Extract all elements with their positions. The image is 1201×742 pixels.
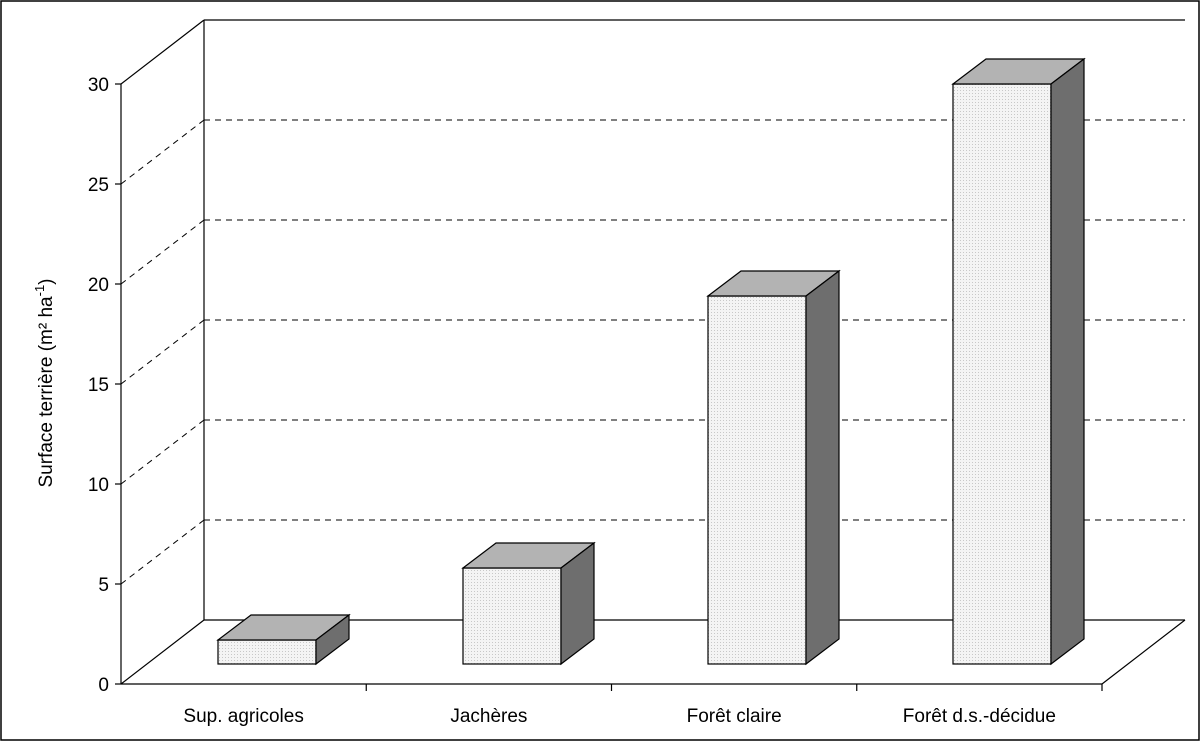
y-tick-label: 30 xyxy=(88,75,109,96)
y-axis-ticks: 0 5 10 15 20 25 30 xyxy=(88,75,121,696)
x-axis-labels: Sup. agricoles Jachères Forêt claire Forêt … xyxy=(183,684,1103,727)
bar xyxy=(951,57,1086,666)
x-category-label: Forêt d.s.-décidue xyxy=(903,706,1056,727)
bar-side xyxy=(805,269,840,666)
y-tick-label: 5 xyxy=(98,575,109,596)
bars xyxy=(216,57,1086,666)
y-axis-title: Surface terrière (m² ha-1) xyxy=(32,278,57,487)
bar-front xyxy=(952,83,1052,665)
bar-side xyxy=(1050,57,1085,666)
bar xyxy=(216,613,351,666)
y-tick-label: 25 xyxy=(88,175,109,196)
x-category-label: Sup. agricoles xyxy=(183,706,303,727)
x-category-label: Jachères xyxy=(450,706,527,727)
bar-front xyxy=(462,567,562,665)
bar-side xyxy=(315,613,350,666)
bar-front xyxy=(707,295,807,665)
y-axis-top-edge xyxy=(120,19,205,85)
bar xyxy=(461,541,596,666)
y-tick-label: 20 xyxy=(88,275,109,296)
floor-left-edge xyxy=(120,619,205,685)
floor-right-edge xyxy=(1101,619,1186,685)
bar xyxy=(706,269,841,666)
x-category-label: Forêt claire xyxy=(687,706,782,727)
y-tick-label: 10 xyxy=(88,475,109,496)
y-tick-label: 15 xyxy=(88,375,109,396)
bar-side xyxy=(560,541,595,666)
y-tick-label: 0 xyxy=(98,675,109,696)
bar-front xyxy=(217,639,317,665)
